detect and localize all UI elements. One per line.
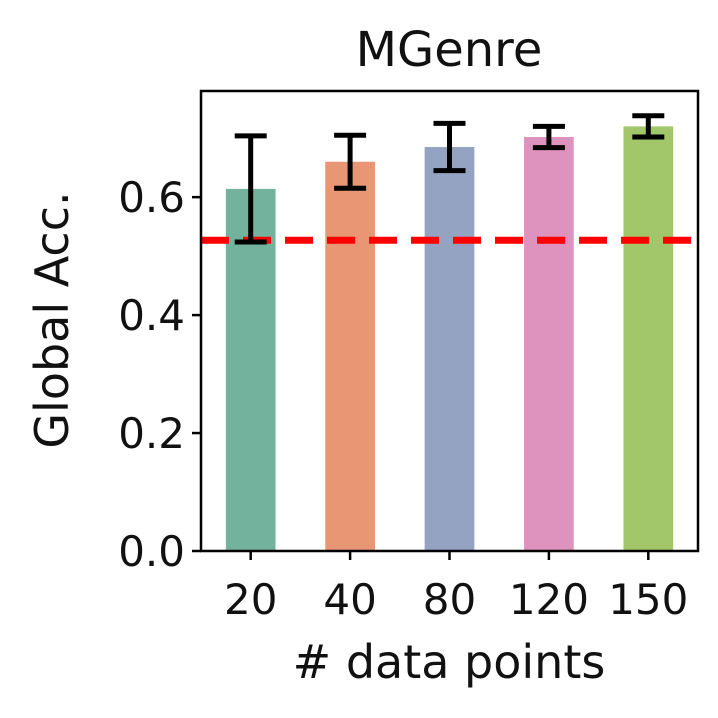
bar-40: [325, 161, 375, 551]
chart-title: MGenre: [356, 22, 543, 78]
y-tick-label: 0.6: [118, 173, 185, 222]
bar-80: [424, 147, 475, 551]
x-tick-label: 150: [608, 575, 688, 624]
y-tick-label: 0.4: [118, 291, 185, 340]
x-axis-label: # data points: [293, 635, 606, 689]
bar-150: [623, 126, 674, 551]
bar-120: [524, 137, 574, 551]
x-tick-label: 40: [323, 575, 376, 624]
x-tick-label: 120: [509, 575, 589, 624]
y-tick-label: 0.0: [118, 527, 185, 576]
plot-area: 0.0 0.2 0.4 0.6 20 40 80 120 150: [118, 89, 700, 624]
bar-20: [225, 188, 276, 551]
y-tick-label: 0.2: [118, 409, 185, 458]
y-axis-label: Global Acc.: [25, 191, 79, 448]
x-tick-label: 80: [423, 575, 476, 624]
x-tick-label: 20: [224, 575, 277, 624]
